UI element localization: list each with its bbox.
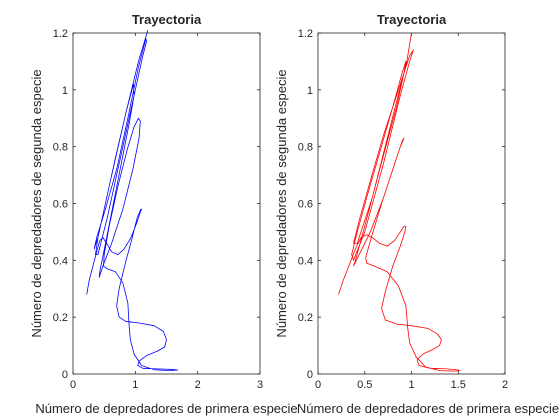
x-tick-label-right: 1.5 [451,379,466,391]
x-tick-label-right: 0.5 [357,379,372,391]
y-tick-label-left: 0.8 [53,142,68,154]
plot-area-left [72,32,261,375]
chart-title-left: Trayectoria [132,12,202,27]
y-tick-label-left: 1.2 [53,28,68,40]
subplot-left: Trayectoria Número de depredadores de pr… [29,12,298,416]
y-tick-label-left: 0.2 [53,312,68,324]
ticks-right: 0 0.5 1 1.5 2 0 0.2 0.4 0.6 0.8 1 1.2 [298,28,508,391]
x-tick-label-right: 0 [315,379,321,391]
series-line-right-0 [338,32,461,372]
y-tick-label-right: 0.6 [298,199,313,211]
series-line-left-0 [86,30,179,371]
plot-area-right [317,32,506,375]
y-tick-label-right: 0.4 [298,255,313,267]
y-tick-label-right: 1 [307,85,313,97]
y-axis-label-left: Número de depredadores de segunda especi… [29,69,44,337]
series-group-right [338,32,461,372]
y-tick-label-right: 1.2 [298,28,313,40]
x-axis-label-right: Número de depredadores de primera especi… [297,401,559,416]
y-tick-label-left: 0.6 [53,199,68,211]
ticks-left: 0 1 2 3 0 0.2 0.4 0.6 0.8 1 1.2 [53,28,263,391]
x-tick-label-left: 3 [257,379,263,391]
y-tick-label-left: 0 [62,369,68,381]
subplot-right: Trayectoria Número de depredadores de pr… [274,12,559,416]
x-axis-label-left: Número de depredadores de primera especi… [35,401,297,416]
x-tick-label-left: 2 [195,379,201,391]
y-tick-label-left: 1 [62,85,68,97]
series-group-left [86,30,179,371]
x-tick-label-right: 2 [502,379,508,391]
x-tick-label-left: 0 [70,379,76,391]
x-tick-label-left: 1 [132,379,138,391]
y-tick-label-left: 0.4 [53,255,68,267]
y-tick-label-right: 0.2 [298,312,313,324]
y-tick-label-right: 0 [307,369,313,381]
y-axis-label-right: Número de depredadores de segunda especi… [274,69,289,337]
chart-title-right: Trayectoria [377,12,447,27]
x-tick-label-right: 1 [408,379,414,391]
y-tick-label-right: 0.8 [298,142,313,154]
